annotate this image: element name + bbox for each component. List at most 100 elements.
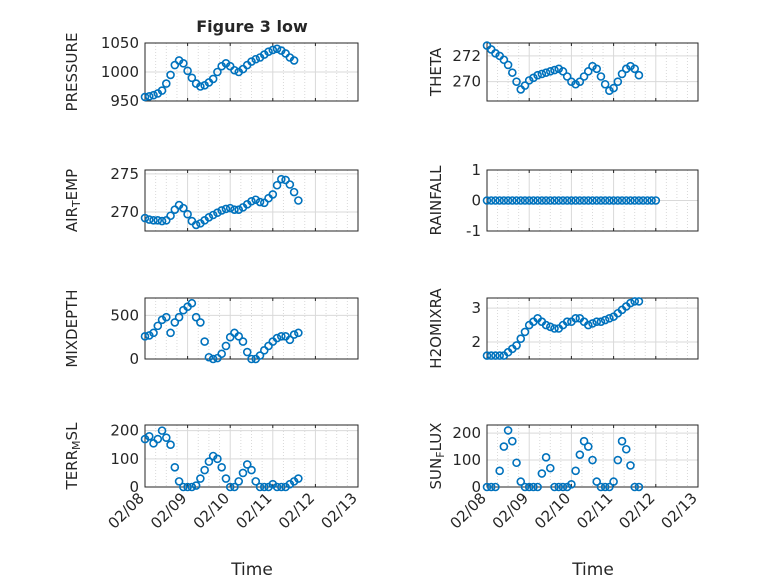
data-point — [204, 352, 214, 362]
data-point — [238, 468, 248, 478]
data-point — [166, 70, 175, 80]
data-point — [609, 196, 618, 205]
data-point — [217, 206, 226, 215]
data-point — [596, 482, 606, 492]
data-point — [200, 465, 209, 475]
data-point — [179, 58, 188, 68]
data-point — [157, 426, 167, 435]
data-point — [562, 317, 572, 327]
data-point — [512, 196, 521, 205]
data-point — [605, 314, 614, 323]
data-point — [529, 73, 538, 83]
data-point — [242, 460, 252, 469]
data-point — [524, 196, 534, 205]
data-point — [605, 196, 614, 205]
data-point — [571, 196, 580, 205]
data-point — [140, 332, 150, 341]
y-axis-label-part: TERR — [63, 450, 81, 491]
data-point — [579, 436, 589, 446]
data-point — [558, 196, 568, 205]
data-point — [157, 315, 167, 325]
data-point — [520, 81, 530, 90]
y-axis-label-part: LUX — [427, 423, 445, 452]
data-point — [600, 79, 610, 89]
data-point — [567, 196, 576, 205]
data-point — [191, 481, 201, 490]
data-point — [495, 351, 504, 360]
data-point — [170, 318, 180, 327]
data-point — [251, 195, 261, 205]
panel-4: -1 0 1 RAINFALL — [427, 161, 699, 240]
data-point — [281, 175, 290, 185]
data-point — [626, 461, 635, 470]
data-point — [166, 328, 175, 338]
data-point — [516, 477, 526, 486]
data-point — [567, 480, 576, 489]
y-axis-label-part: AIR — [63, 207, 81, 232]
panel-6: 2 3 H2OMIXRA — [427, 288, 699, 369]
data-point — [200, 337, 209, 346]
data-point — [571, 466, 580, 476]
data-point — [588, 319, 597, 328]
x-axis-label-right: Time — [571, 560, 614, 580]
data-point — [187, 482, 197, 492]
data-point — [208, 74, 218, 84]
data-point — [571, 79, 580, 89]
data-point — [170, 205, 180, 214]
data-point — [294, 196, 303, 205]
panel-8: 0100200SUNFLUX02/0802/0902/1002/1102/120… — [427, 423, 701, 533]
data-point — [630, 64, 640, 74]
data-point — [174, 312, 184, 322]
data-point — [277, 174, 286, 184]
data-point — [583, 196, 593, 205]
data-point — [567, 77, 576, 86]
data-point — [621, 444, 631, 454]
data-point — [162, 433, 171, 442]
data-point — [491, 351, 500, 360]
data-point — [600, 196, 610, 205]
data-point — [162, 312, 171, 322]
data-point — [174, 477, 184, 486]
y-tick-label: 2 — [471, 333, 481, 351]
y-axis-label: THETA — [427, 47, 445, 97]
data-point — [550, 65, 559, 75]
y-axis-label: TERRMSL — [63, 422, 83, 491]
data-point — [503, 196, 513, 205]
data-point — [630, 297, 640, 306]
data-point — [208, 210, 218, 220]
data-point — [499, 196, 509, 205]
data-point — [621, 64, 631, 74]
plot-frame — [486, 42, 699, 102]
y-tick-label: 272 — [452, 47, 481, 65]
data-point — [588, 455, 597, 465]
data-point — [264, 341, 273, 351]
data-point — [499, 55, 509, 65]
data-point — [583, 320, 593, 330]
y-tick-label: 100 — [110, 450, 139, 468]
data-point — [247, 196, 256, 206]
data-point — [247, 57, 256, 66]
data-point — [153, 434, 163, 444]
x-tick-label: 02/08 — [447, 489, 490, 532]
data-point — [503, 426, 513, 435]
data-point — [630, 196, 640, 205]
data-point — [575, 450, 585, 459]
x-tick-label: 02/13 — [318, 489, 361, 532]
data-point — [562, 196, 572, 205]
data-point — [255, 482, 265, 492]
data-point — [294, 328, 303, 338]
data-point — [225, 203, 235, 213]
data-point — [592, 196, 602, 205]
data-point — [294, 474, 303, 483]
x-tick-label: 02/09 — [489, 489, 532, 532]
data-point — [268, 45, 278, 55]
data-point — [179, 203, 188, 213]
data-point — [579, 196, 589, 205]
data-point — [491, 196, 500, 205]
data-point — [529, 196, 538, 205]
y-tick-label: -1 — [466, 222, 481, 240]
y-axis-label: MIXDEPTH — [63, 289, 81, 367]
data-point — [183, 66, 192, 76]
x-tick-label: 02/08 — [105, 489, 148, 532]
data-point — [550, 482, 559, 492]
